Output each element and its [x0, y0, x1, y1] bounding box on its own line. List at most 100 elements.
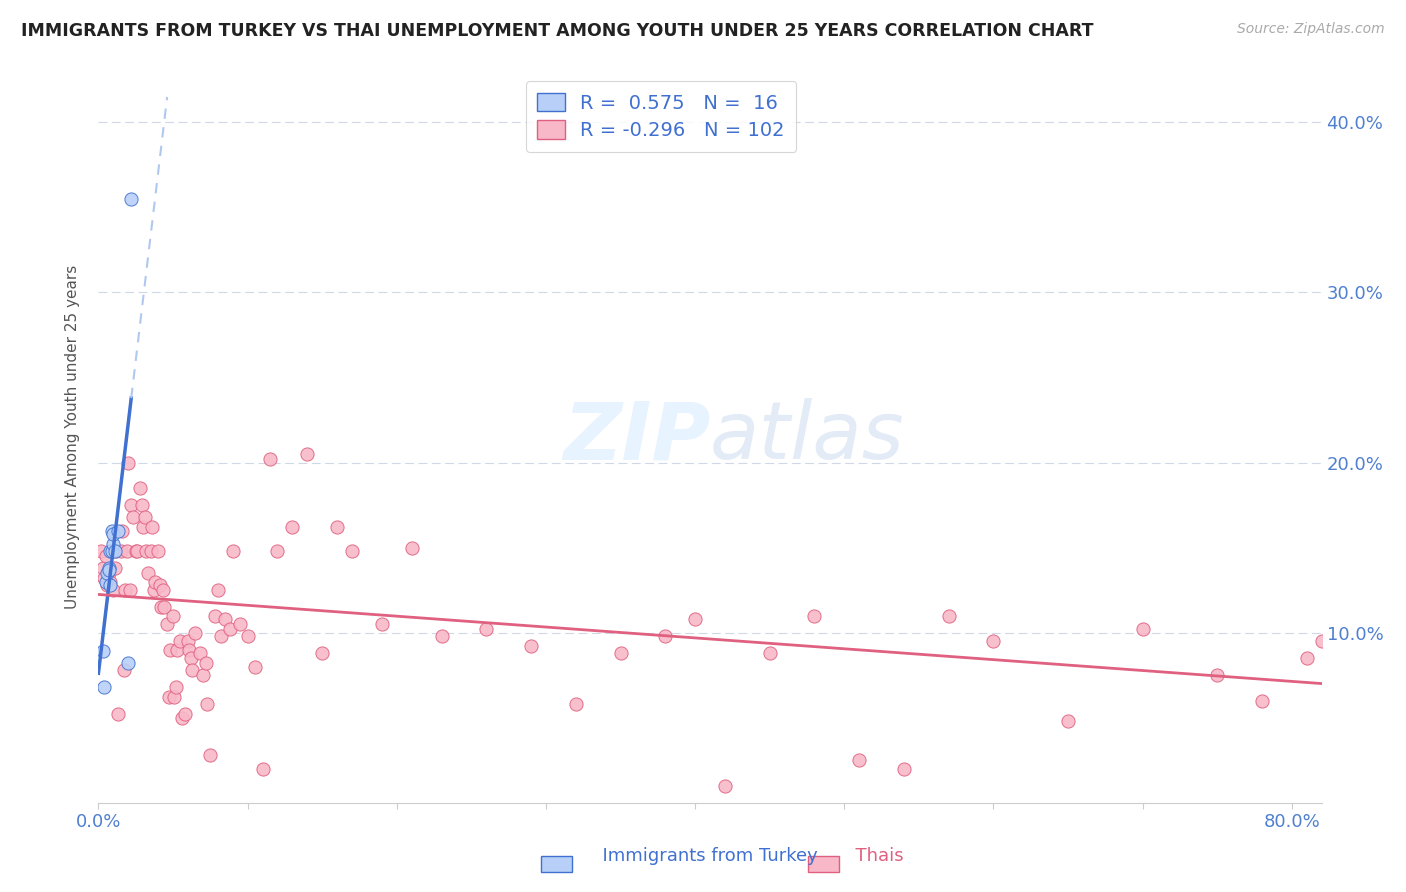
Point	[243, 659, 266, 673]
Point	[188, 646, 211, 660]
Point	[125, 544, 148, 558]
Text: IMMIGRANTS FROM TURKEY VS THAI UNEMPLOYMENT AMONG YOUTH UNDER 25 YEARS CORRELATI: IMMIGRANTS FROM TURKEY VS THAI UNEMPLOYM…	[21, 22, 1094, 40]
Point	[1310, 634, 1333, 648]
Point	[371, 617, 394, 632]
Point	[214, 612, 236, 626]
Point	[1340, 622, 1362, 636]
Point	[520, 640, 543, 654]
Point	[93, 680, 115, 694]
Point	[311, 646, 333, 660]
Point	[96, 578, 118, 592]
Point	[103, 527, 125, 541]
Point	[266, 544, 288, 558]
Point	[163, 690, 186, 705]
Text: ZIP: ZIP	[562, 398, 710, 476]
Point	[184, 625, 207, 640]
Point	[1057, 714, 1080, 728]
Point	[1369, 646, 1392, 660]
Point	[132, 520, 155, 534]
Point	[430, 629, 453, 643]
Point	[204, 608, 226, 623]
Point	[180, 651, 202, 665]
Y-axis label: Unemployment Among Youth under 25 years: Unemployment Among Youth under 25 years	[65, 265, 80, 609]
Point	[1206, 668, 1229, 682]
Point	[1385, 634, 1406, 648]
Point	[107, 524, 129, 538]
Point	[236, 629, 259, 643]
Point	[609, 646, 631, 660]
Point	[107, 707, 129, 722]
Point	[1400, 663, 1406, 677]
Point	[221, 544, 243, 558]
Point	[340, 544, 363, 558]
Point	[117, 456, 139, 470]
Point	[98, 578, 121, 592]
Point	[139, 544, 162, 558]
Point	[177, 634, 200, 648]
Point	[101, 524, 124, 538]
Point	[118, 583, 141, 598]
Point	[97, 563, 120, 577]
Point	[91, 561, 114, 575]
Text: Thais: Thais	[844, 847, 903, 865]
Point	[97, 566, 120, 581]
Point	[112, 663, 135, 677]
Point	[156, 617, 179, 632]
Point	[181, 663, 204, 677]
Point	[104, 544, 127, 558]
Point	[90, 544, 112, 558]
Point	[252, 762, 274, 776]
Point	[121, 510, 143, 524]
Point	[110, 544, 132, 558]
Point	[170, 711, 193, 725]
Point	[297, 447, 319, 461]
Point	[98, 574, 121, 589]
Point	[120, 192, 142, 206]
Point	[803, 608, 825, 623]
Point	[165, 680, 187, 694]
Point	[401, 541, 423, 555]
Point	[91, 644, 114, 658]
Point	[893, 762, 915, 776]
Point	[174, 707, 197, 722]
Point	[103, 537, 125, 551]
Point	[1132, 622, 1154, 636]
Point	[1251, 694, 1274, 708]
Point	[207, 583, 229, 598]
Text: atlas: atlas	[710, 398, 905, 476]
Point	[134, 510, 156, 524]
Legend: R =  0.575   N =  16, R = -0.296   N = 102: R = 0.575 N = 16, R = -0.296 N = 102	[526, 81, 796, 152]
Point	[96, 566, 118, 581]
Point	[194, 657, 217, 671]
Point	[146, 544, 169, 558]
Text: Immigrants from Turkey: Immigrants from Turkey	[591, 847, 817, 865]
Point	[159, 642, 181, 657]
Point	[938, 608, 960, 623]
Point	[157, 690, 180, 705]
Point	[152, 583, 174, 598]
Point	[758, 646, 780, 660]
Point	[104, 561, 127, 575]
Point	[98, 544, 121, 558]
Point	[94, 574, 117, 589]
Point	[209, 629, 232, 643]
Point	[149, 578, 172, 592]
Point	[153, 600, 176, 615]
Point	[714, 779, 737, 793]
Point	[101, 544, 124, 558]
Point	[141, 520, 163, 534]
Point	[94, 549, 117, 563]
Point	[166, 642, 188, 657]
Point	[1295, 651, 1317, 665]
Point	[654, 629, 676, 643]
Point	[565, 697, 588, 711]
Point	[143, 574, 166, 589]
Point	[195, 697, 218, 711]
Point	[135, 544, 157, 558]
Point	[218, 622, 240, 636]
Point	[200, 748, 222, 763]
Point	[259, 452, 281, 467]
Point	[115, 544, 138, 558]
Point	[97, 561, 120, 575]
Point	[131, 498, 153, 512]
